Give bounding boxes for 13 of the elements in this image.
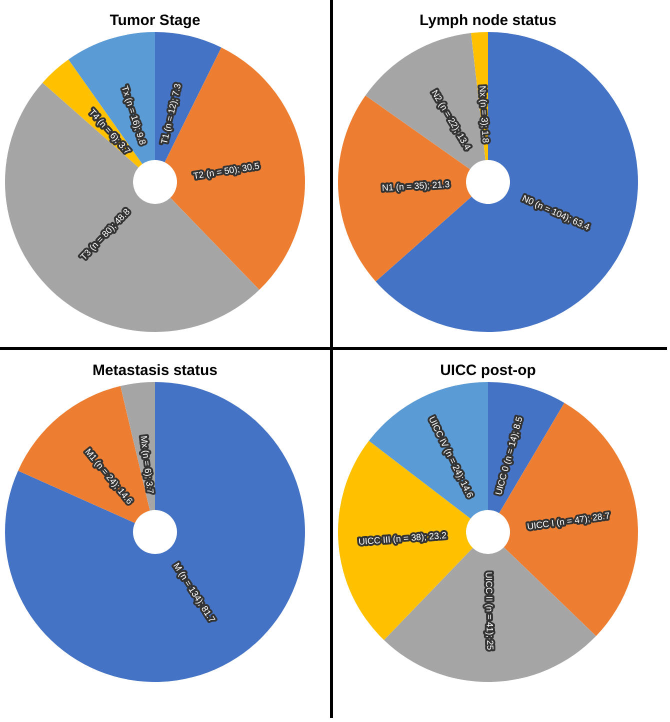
chart-title: Metastasis status [92,362,218,379]
slice-label: Nx (n = 3); 1.8 [478,85,491,144]
slice-label: UICC 0 (n = 14); 8.5 [493,416,524,496]
slice-label: T1 (n = 12); 7.3 [159,82,183,146]
slice-label: UICC I (n = 47); 28.7 [526,510,610,532]
chart-title: Tumor Stage [110,12,200,29]
chart-title: Lymph node status [420,12,556,29]
slice-label: N0 (n = 104); 63.4 [520,193,592,232]
slice-label: T2 (n = 50); 30.5 [192,160,260,181]
slice-label: UICC IV (n = 24); 14.6 [426,414,476,500]
chart-title: UICC post-op [440,362,536,379]
slice-label: UICC III (n = 38); 23.2 [358,530,447,547]
slice-label: N1 (n = 35); 21.3 [382,179,450,193]
